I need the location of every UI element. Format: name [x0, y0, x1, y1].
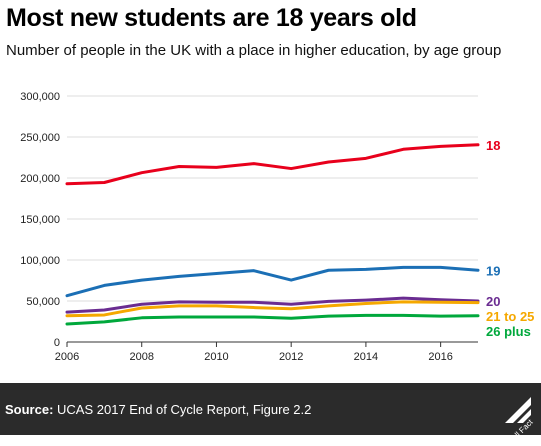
y-tick-label: 200,000: [20, 173, 60, 185]
y-tick-label: 100,000: [20, 255, 60, 267]
x-tick-label: 2016: [428, 351, 452, 363]
series-label: 26 plus: [486, 324, 531, 339]
y-tick-label: 150,000: [20, 214, 60, 226]
x-tick-label: 2010: [204, 351, 228, 363]
source-note: Source: UCAS 2017 End of Cycle Report, F…: [5, 402, 311, 417]
series-line-26-plus: [65, 313, 480, 326]
chart-title: Most new students are 18 years old: [6, 4, 417, 32]
x-tick-label: 2008: [129, 351, 153, 363]
full-fact-logo-icon: [505, 397, 531, 423]
x-tick-label: 2014: [354, 351, 378, 363]
y-tick-label: 300,000: [20, 91, 60, 103]
y-tick-label: 50,000: [26, 296, 60, 308]
chart-subtitle: Number of people in the UK with a place …: [6, 42, 502, 59]
series-line-18: [65, 143, 480, 186]
source-label: Source:: [5, 402, 54, 417]
y-tick-label: 0: [54, 337, 60, 349]
line-chart: 0 50,000 100,000 150,000 200,000 250,000 300,0…: [20, 91, 534, 363]
source-text: UCAS 2017 End of Cycle Report, Figure 2.…: [57, 402, 312, 417]
series-line-19: [65, 265, 480, 298]
series-line-21-to-25: [65, 300, 480, 318]
y-tick-label: 250,000: [20, 132, 60, 144]
x-tick-label: 2012: [279, 351, 303, 363]
series-line-20: [65, 296, 480, 314]
series-label: 18: [486, 138, 500, 153]
series-label: 20: [486, 294, 500, 309]
footer: Source: UCAS 2017 End of Cycle Report, F…: [0, 383, 541, 446]
x-tick-label: 2006: [55, 351, 79, 363]
series-label: 21 to 25: [486, 309, 534, 324]
series-label: 19: [486, 263, 500, 278]
